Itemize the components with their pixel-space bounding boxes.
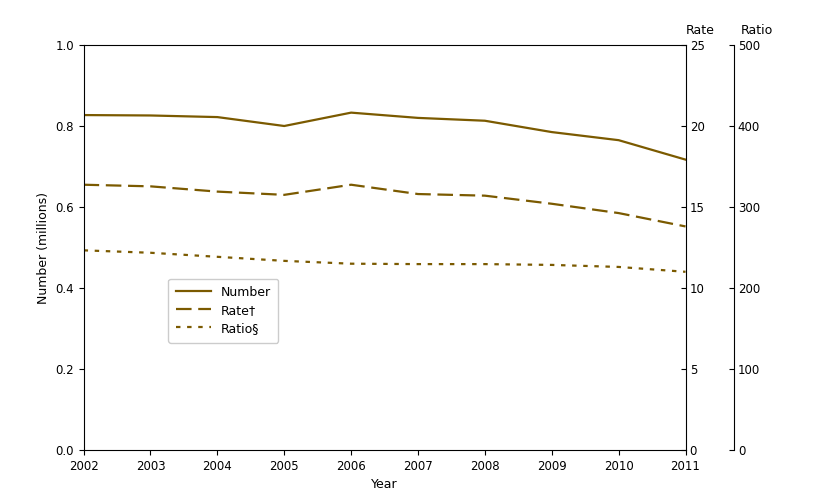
Rate† [212,188,222,194]
Rate† [346,182,356,188]
Rate† [480,192,490,198]
Number [279,123,289,129]
Number [413,115,423,121]
X-axis label: Year: Year [371,478,398,492]
Rate† [614,210,624,216]
Y-axis label: Number (millions): Number (millions) [37,192,49,304]
Rate† [681,224,691,230]
Number [346,110,356,116]
Ratio§ [212,254,222,260]
Ratio§ [547,262,557,268]
Ratio§ [413,261,423,267]
Rate† [547,201,557,207]
Line: Number: Number [84,112,686,160]
Number [547,129,557,135]
Number [212,114,222,120]
Rate† [413,191,423,197]
Number [614,137,624,143]
Ratio§ [480,261,490,267]
Text: Ratio: Ratio [741,24,772,38]
Ratio§ [346,260,356,266]
Text: Rate: Rate [686,24,715,38]
Ratio§ [614,264,624,270]
Ratio§ [145,250,155,256]
Rate† [79,182,89,188]
Line: Ratio§: Ratio§ [84,250,686,272]
Number [79,112,89,118]
Legend: Number, Rate†, Ratio§: Number, Rate†, Ratio§ [168,278,278,342]
Ratio§ [681,269,691,275]
Line: Rate†: Rate† [84,184,686,226]
Number [145,112,155,118]
Rate† [279,192,289,198]
Ratio§ [79,248,89,254]
Number [681,156,691,162]
Ratio§ [279,258,289,264]
Rate† [145,184,155,190]
Number [480,118,490,124]
